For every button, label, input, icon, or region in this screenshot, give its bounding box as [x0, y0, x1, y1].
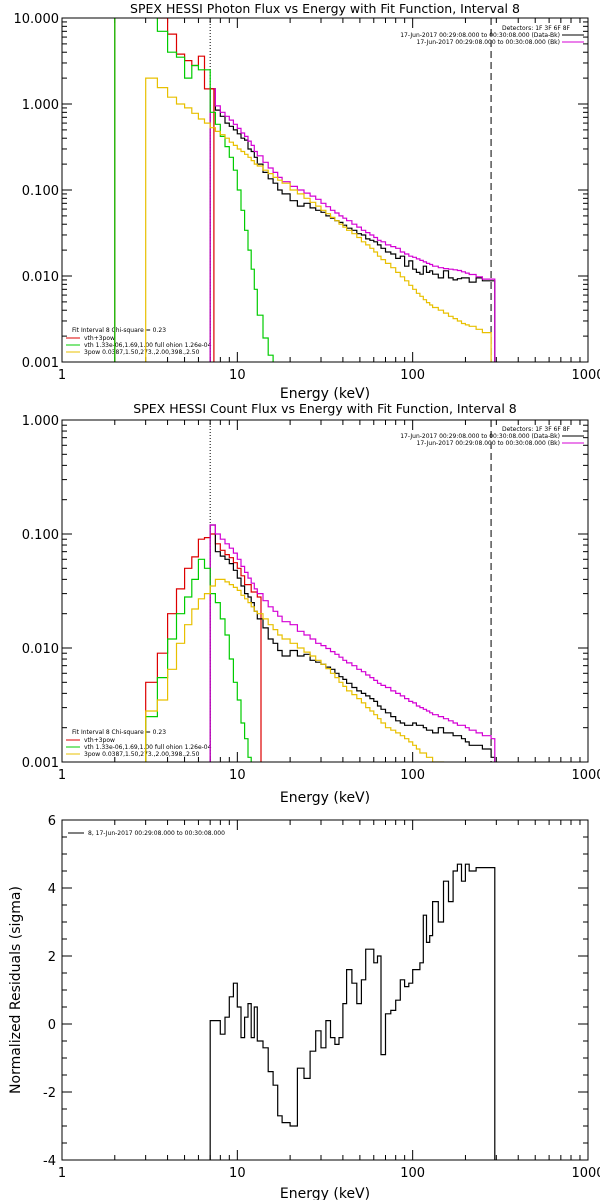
series-data-bk [209, 88, 496, 362]
y-tick-label: -2 [43, 1086, 56, 1101]
y-tick-label: 0.010 [22, 642, 59, 657]
residuals-xlabel: Energy (keV) [280, 1186, 370, 1200]
series-data-bk [209, 524, 496, 762]
count-flux-xlabel: Energy (keV) [280, 790, 370, 806]
legend-bk: 17-Jun-2017 00:29:08.000 to 00:30:08.000… [417, 39, 560, 46]
series-8-17-jun-2017-00-29-08-000-to-00-30-08-000 [209, 863, 496, 1160]
y-tick-label: 2 [48, 950, 56, 965]
legend-vth: vth 1.33e-06,1.69,1.00 full ohion 1.26e-… [84, 342, 212, 349]
y-tick-label: 0.001 [22, 756, 59, 771]
photon-flux-xlabel: Energy (keV) [280, 386, 370, 402]
series-vth-3pow [114, 18, 215, 362]
series-vth [145, 558, 259, 762]
residuals-ylabel: Normalized Residuals (sigma) [8, 886, 24, 1094]
series-bk [209, 88, 496, 362]
legend-fit-interval: Fit Interval 8 Chi-square = 0.23 [72, 327, 166, 334]
legend-bk-2: 17-Jun-2017 00:29:08.000 to 00:30:08.000… [417, 440, 560, 447]
y-tick-label: 0.010 [22, 270, 59, 285]
photon-flux-title: SPEX HESSI Photon Flux vs Energy with Fi… [130, 1, 520, 16]
y-tick-label: 4 [48, 882, 56, 897]
y-tick-label: 0 [48, 1018, 56, 1033]
y-tick-label: 0.100 [22, 528, 59, 543]
x-tick-label: 1 [58, 368, 66, 383]
series-3pow [145, 578, 462, 762]
x-tick-label: 1 [58, 768, 66, 783]
residuals-panel: Energy (keV) Normalized Residuals (sigma… [8, 814, 600, 1200]
legend-detectors-2: Detectors: 1F 3F 6F 8F [502, 426, 571, 433]
x-tick-label: 10 [229, 1166, 246, 1181]
y-tick-label: 6 [48, 814, 56, 829]
x-tick-label: 100 [400, 768, 425, 783]
legend-3pow: 3pow 0.0387,1.50,273.,2.00,398.,2.50 [84, 349, 200, 356]
count-flux-title: SPEX HESSI Count Flux vs Energy with Fit… [133, 401, 516, 416]
x-tick-label: 100 [400, 1166, 425, 1181]
y-tick-label: 0.100 [22, 184, 59, 199]
y-tick-label: 10.000 [14, 12, 60, 27]
plot-frame [61, 819, 589, 1161]
y-tick-label: -4 [43, 1154, 56, 1169]
legend-3pow-2: 3pow 0.0387,1.50,273.,2.00,398.,2.50 [84, 751, 200, 758]
plot-frame [61, 419, 589, 763]
series-vth [114, 18, 283, 362]
y-tick-label: 0.001 [22, 356, 59, 371]
x-tick-label: 100 [400, 368, 425, 383]
y-tick-label: 1.000 [22, 98, 59, 113]
x-tick-label: 10 [229, 768, 246, 783]
y-tick-label: 1.000 [22, 414, 59, 429]
series-3pow [114, 77, 496, 362]
legend-vth3pow-2: vth+3pow [84, 737, 115, 744]
legend-residuals: 8, 17-Jun-2017 00:29:08.000 to 00:30:08.… [88, 830, 225, 837]
legend-data-bk: 17-Jun-2017 00:29:08.000 to 00:30:08.000… [400, 32, 560, 39]
x-tick-label: 10 [229, 368, 246, 383]
legend-vth3pow: vth+3pow [84, 335, 115, 342]
plot-frame [61, 17, 589, 363]
photon-flux-panel: SPEX HESSI Photon Flux vs Energy with Fi… [14, 1, 600, 402]
count-flux-panel: SPEX HESSI Count Flux vs Energy with Fit… [22, 401, 600, 806]
series-vth-3pow [145, 533, 262, 762]
legend-detectors: Detectors: 1F 3F 6F 8F [502, 25, 571, 32]
x-tick-label: 1 [58, 1166, 66, 1181]
legend-fit-interval-2: Fit Interval 8 Chi-square = 0.23 [72, 729, 166, 736]
legend-vth-2: vth 1.33e-06,1.69,1.00 full ohion 1.26e-… [84, 744, 212, 751]
legend-data-bk-2: 17-Jun-2017 00:29:08.000 to 00:30:08.000… [400, 433, 560, 440]
series-bk [209, 524, 496, 762]
